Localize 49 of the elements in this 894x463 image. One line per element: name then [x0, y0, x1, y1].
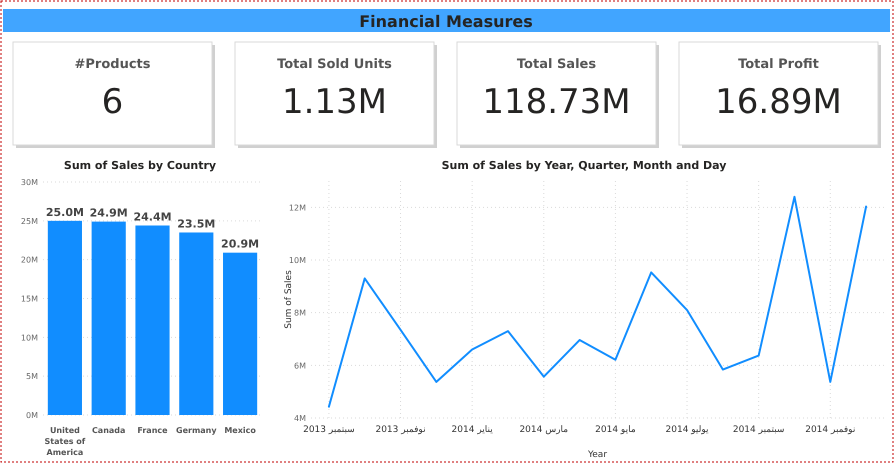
bar	[92, 222, 126, 415]
x-tick-label: مايو 2014	[595, 425, 636, 435]
x-tick-label: Mexico	[224, 426, 256, 435]
category-label: Total Sales	[516, 57, 596, 72]
x-tick-label: United States of America	[44, 426, 86, 457]
y-tick-label: 5M	[26, 372, 38, 382]
y-tick-label: 6M	[294, 361, 306, 370]
x-tick-label: سبتمبر 2014	[732, 425, 784, 435]
y-tick-label: 10M	[288, 256, 306, 265]
x-tick-label: نوفمبر 2014	[805, 425, 856, 435]
data-label: 23.5M	[177, 217, 216, 230]
y-tick-label: 30M	[20, 178, 38, 187]
data-label: 25.0M	[46, 206, 84, 219]
y-tick-label: 20M	[20, 256, 38, 265]
x-tick-label: France	[137, 426, 168, 435]
bar	[135, 225, 170, 415]
x-tick-label: سبتمبر 2013	[303, 425, 355, 435]
y-tick-label: 12M	[288, 203, 306, 212]
line-series	[328, 196, 868, 408]
chart-title: Sum of Sales by Country	[64, 159, 216, 172]
x-tick-label: نوفمبر 2013	[375, 425, 426, 435]
bar	[223, 252, 258, 415]
x-tick-label: مارس 2014	[519, 425, 568, 435]
y-tick-label: 0M	[26, 411, 38, 420]
data-label: 24.9M	[90, 206, 128, 220]
x-tick-label: يناير 2014	[452, 425, 494, 435]
y-tick-label: 15M	[20, 294, 38, 304]
y-axis-title: Sum of Sales	[284, 270, 294, 329]
category-label: Total Profit	[738, 57, 819, 72]
x-tick-label: Germany	[176, 426, 218, 435]
y-tick-label: 25M	[20, 216, 38, 226]
data-label: 20.9M	[221, 238, 260, 251]
y-tick-label: 10M	[20, 333, 38, 342]
text: 6	[102, 82, 124, 122]
x-tick-label: Canada	[92, 426, 126, 435]
text: Financial Measures	[359, 12, 533, 31]
text: 118.73M	[482, 82, 631, 122]
category-label: Total Sold Units	[277, 57, 392, 72]
bar	[179, 232, 214, 415]
chart-title: Sum of Sales by Year, Quarter, Month and Day	[442, 159, 726, 172]
text: 16.89M	[715, 82, 842, 122]
text: 1.13M	[282, 82, 388, 122]
bar	[48, 220, 82, 415]
data-label: 24.4M	[133, 210, 172, 224]
category-label: #Products	[74, 57, 151, 72]
y-tick-label: 4M	[294, 414, 306, 423]
x-axis-title: Year	[586, 450, 608, 460]
y-tick-label: 8M	[294, 308, 306, 318]
x-tick-label: يوليو 2014	[666, 425, 710, 435]
